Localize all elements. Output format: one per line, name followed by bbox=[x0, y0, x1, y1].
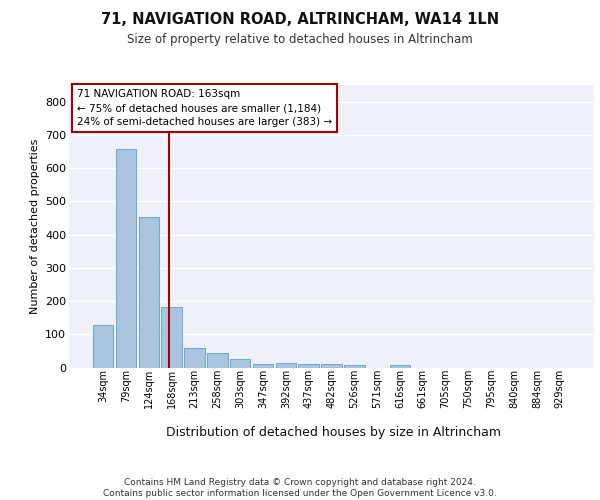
Text: 71 NAVIGATION ROAD: 163sqm
← 75% of detached houses are smaller (1,184)
24% of s: 71 NAVIGATION ROAD: 163sqm ← 75% of deta… bbox=[77, 89, 332, 127]
Bar bbox=[298, 364, 319, 368]
Bar bbox=[161, 306, 182, 368]
Bar bbox=[275, 363, 296, 368]
Text: Size of property relative to detached houses in Altrincham: Size of property relative to detached ho… bbox=[127, 32, 473, 46]
Bar bbox=[230, 359, 250, 368]
Bar bbox=[116, 149, 136, 368]
Bar bbox=[321, 364, 342, 368]
Y-axis label: Number of detached properties: Number of detached properties bbox=[29, 138, 40, 314]
Bar bbox=[253, 364, 273, 368]
Bar bbox=[344, 365, 365, 368]
Bar bbox=[93, 325, 113, 368]
Bar bbox=[390, 365, 410, 368]
Text: 71, NAVIGATION ROAD, ALTRINCHAM, WA14 1LN: 71, NAVIGATION ROAD, ALTRINCHAM, WA14 1L… bbox=[101, 12, 499, 28]
Text: Contains HM Land Registry data © Crown copyright and database right 2024.
Contai: Contains HM Land Registry data © Crown c… bbox=[103, 478, 497, 498]
Text: Distribution of detached houses by size in Altrincham: Distribution of detached houses by size … bbox=[166, 426, 500, 439]
Bar bbox=[139, 218, 159, 368]
Bar bbox=[207, 353, 227, 368]
Bar bbox=[184, 348, 205, 368]
